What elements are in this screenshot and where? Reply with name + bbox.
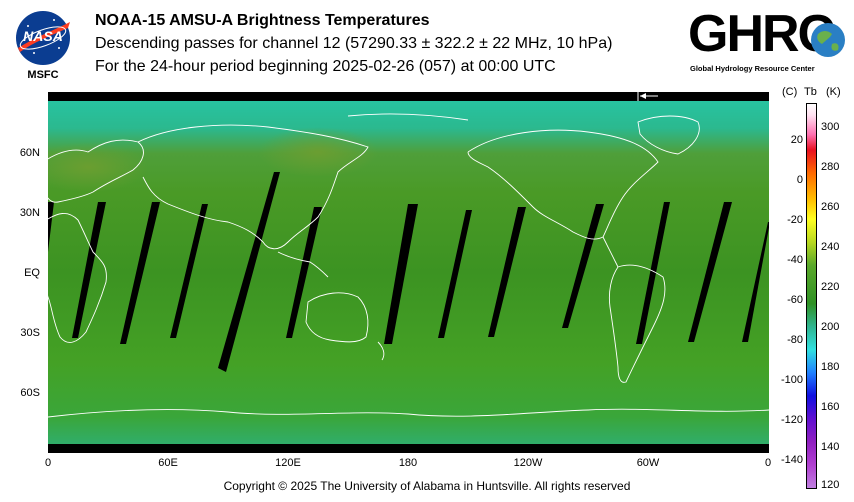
lon-label-60w: 60W [636, 457, 660, 469]
coast-europe [48, 139, 144, 203]
coast-new-zealand [377, 341, 385, 361]
kelvin-tick: 280 [821, 161, 840, 173]
orbit-gap [636, 202, 670, 344]
lat-label-30s: 30S [20, 327, 40, 339]
colorbar-header-k: (K) [826, 86, 841, 98]
celsius-tick: -40 [787, 254, 803, 266]
orbit-gap [48, 202, 54, 252]
subtitle-channel: Descending passes for channel 12 (57290.… [95, 35, 613, 52]
ghrc-logo: GHRC Global Hydrology Resource Center [688, 5, 850, 80]
orbit-gap [438, 210, 472, 338]
ghrc-subtitle: Global Hydrology Resource Center [690, 64, 815, 73]
kelvin-tick: 240 [821, 241, 840, 253]
orbit-gap [120, 202, 160, 344]
no-data-band-north [48, 92, 769, 101]
orbit-gap [170, 204, 208, 338]
kelvin-tick: 260 [821, 201, 840, 213]
lon-label-60e: 60E [158, 457, 178, 469]
brightness-temperature-map [48, 92, 769, 453]
title-block: NOAA-15 AMSU-A Brightness Temperatures D… [95, 12, 612, 76]
nasa-meatball-icon [16, 11, 70, 65]
coast-antarctica [48, 408, 769, 418]
lon-label-0: 0 [44, 457, 52, 469]
kelvin-tick: 160 [821, 401, 840, 413]
page-title: NOAA-15 AMSU-A Brightness Temperatures [95, 12, 430, 29]
coast-indonesia [277, 251, 329, 278]
celsius-tick: -100 [780, 374, 803, 386]
celsius-tick: -120 [780, 414, 803, 426]
celsius-tick: -20 [787, 214, 803, 226]
celsius-tick: 20 [790, 134, 803, 146]
coast-north-america [467, 129, 659, 240]
map-background [48, 92, 769, 453]
celsius-tick: -80 [787, 334, 803, 346]
coastlines [48, 113, 769, 418]
ghrc-logo-text: GHRC [688, 5, 835, 63]
orbit-gap [72, 202, 106, 338]
colorbar [806, 103, 817, 489]
colorbar-header-c: (C) [782, 86, 798, 98]
orbit-gap [688, 202, 732, 342]
lon-label-0-east: 0 [764, 457, 772, 469]
warm-anomaly [48, 142, 148, 192]
lat-label-60n: 60N [19, 147, 40, 159]
subtitle-period: For the 24-hour period beginning 2025-02… [95, 58, 556, 75]
kelvin-tick: 140 [821, 441, 840, 453]
nasa-logo-text: NASA [23, 28, 63, 44]
orbit-gap [384, 204, 418, 344]
lon-label-180: 180 [398, 457, 418, 469]
no-data-band-south [48, 444, 769, 453]
kelvin-tick: 300 [821, 121, 840, 133]
colorbar-header-tb: Tb [804, 86, 817, 98]
coast-africa [48, 213, 107, 343]
coast-arctic [347, 113, 469, 121]
kelvin-tick: 200 [821, 321, 840, 333]
kelvin-tick: 180 [821, 361, 840, 373]
coast-south-america [608, 264, 666, 383]
coast-australia [305, 292, 369, 343]
orbit-gap [742, 222, 769, 342]
globe-icon [811, 23, 845, 57]
lat-label-30n: 30N [19, 207, 40, 219]
lat-label-eq: EQ [24, 267, 40, 279]
lat-label-60s: 60S [20, 387, 40, 399]
lon-label-120w: 120W [513, 457, 543, 469]
msfc-label: MSFC [27, 69, 59, 81]
celsius-tick: 0 [796, 174, 803, 186]
nasa-logo: NASA MSFC [14, 8, 72, 81]
orbit-direction-arrow [637, 92, 658, 101]
copyright-footer: Copyright © 2025 The University of Alaba… [223, 479, 631, 493]
kelvin-tick: 220 [821, 281, 840, 293]
orbit-gap [286, 207, 322, 338]
coast-asia [137, 124, 369, 250]
lon-label-120e: 120E [275, 457, 301, 469]
orbit-gap [488, 207, 526, 337]
celsius-tick: -140 [780, 454, 803, 466]
kelvin-tick: 120 [821, 479, 840, 491]
celsius-tick: -60 [787, 294, 803, 306]
orbit-gap [562, 204, 604, 328]
coast-central-america [602, 236, 619, 268]
coast-greenland [637, 115, 700, 155]
orbit-gaps [48, 172, 769, 372]
orbit-gap [218, 172, 280, 372]
